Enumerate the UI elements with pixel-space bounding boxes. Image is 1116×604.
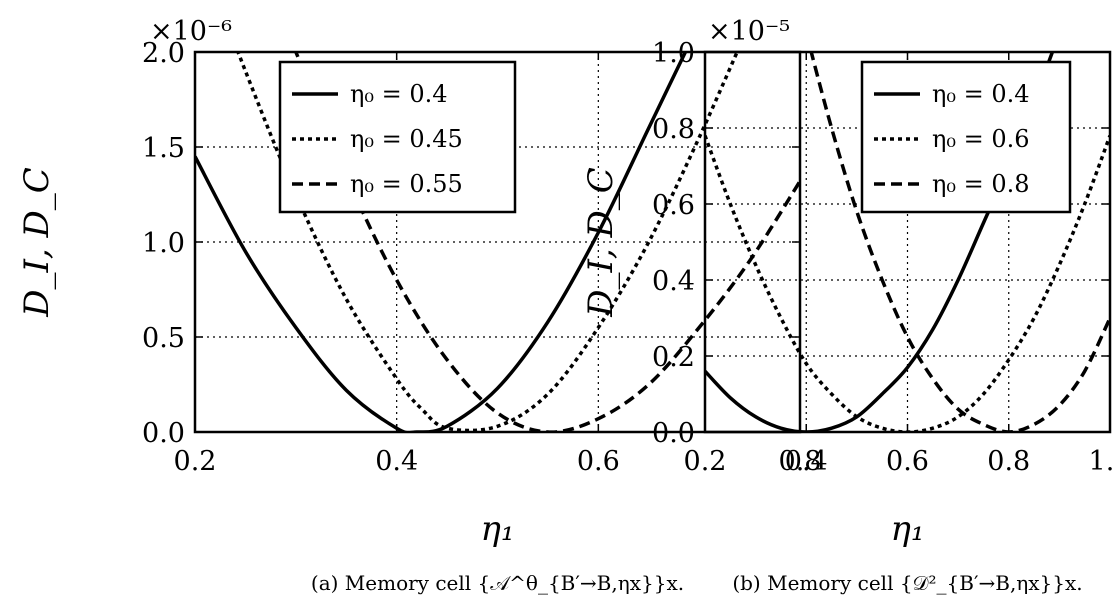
x-tick-label: 0.2: [684, 446, 727, 477]
legend-box: [278, 60, 517, 214]
y-tick-label: 0.2: [652, 342, 695, 373]
y-tick-label: 1.0: [142, 228, 185, 259]
series-line: [195, 52, 688, 432]
y-tick-label: 1.5: [142, 133, 185, 164]
legend-label: η₀ = 0.4: [350, 80, 448, 108]
y-axis-label: D_I, D_C: [581, 167, 621, 318]
legend-label: η₀ = 0.4: [932, 80, 1030, 108]
y-tick-label: 0.4: [652, 266, 695, 297]
y-axis-label: D_I, D_C: [17, 167, 57, 318]
chart-panel-a: 0.2 0.4 0.6 0.8 0.0 0.5 1.0 1.5 2.0×10⁻⁶ η₁ D_I, D…: [17, 16, 822, 595]
y-scale-label: ×10⁻⁶: [150, 16, 232, 47]
x-tick-label: 0.6: [577, 446, 620, 477]
y-tick-label: 0.5: [142, 323, 185, 354]
y-tick-label: 0.6: [652, 190, 695, 221]
x-axis-label: η₁: [891, 509, 925, 549]
panel-caption: (a) Memory cell {𝒜^θ_{B′→B,ηx}}x.: [311, 571, 684, 595]
legend: η₀ = 0.4 η₀ = 0.6 η₀ = 0.8: [860, 60, 1072, 214]
x-tick-label: 0.6: [886, 446, 929, 477]
series-line: [705, 134, 1110, 432]
x-tick-label: 0.2: [174, 446, 217, 477]
x-tick-label: 0.8: [987, 446, 1030, 477]
x-tick-label: 1.0: [1089, 446, 1116, 477]
chart-panel-b: 0.20.40.60.81.00.00.20.40.60.81.0×10⁻⁵η₁…: [581, 16, 1116, 595]
y-tick-label: 0.0: [652, 418, 695, 449]
x-tick-label: 0.4: [375, 446, 418, 477]
x-tick-label: 0.8: [779, 446, 822, 477]
y-tick-label: 2.0: [142, 38, 185, 69]
x-axis-label: η₁: [481, 509, 515, 549]
legend-label: η₀ = 0.8: [932, 170, 1030, 198]
legend-label: η₀ = 0.45: [350, 125, 463, 153]
legend-box: [860, 60, 1072, 214]
x-tick-label: 0.4: [785, 446, 828, 477]
y-tick-label: 1.0: [652, 38, 695, 69]
legend-label: η₀ = 0.55: [350, 170, 463, 198]
legend-label: η₀ = 0.6: [932, 125, 1030, 153]
y-tick-label: 0.8: [652, 114, 695, 145]
y-scale-label: ×10⁻⁵: [708, 16, 790, 47]
panel-caption: (b) Memory cell {𝒟²_{B′→B,ηx}}x.: [732, 571, 1082, 595]
legend: η₀ = 0.4 η₀ = 0.45 η₀ = 0.55: [278, 60, 517, 214]
y-tick-label: 0.0: [142, 418, 185, 449]
